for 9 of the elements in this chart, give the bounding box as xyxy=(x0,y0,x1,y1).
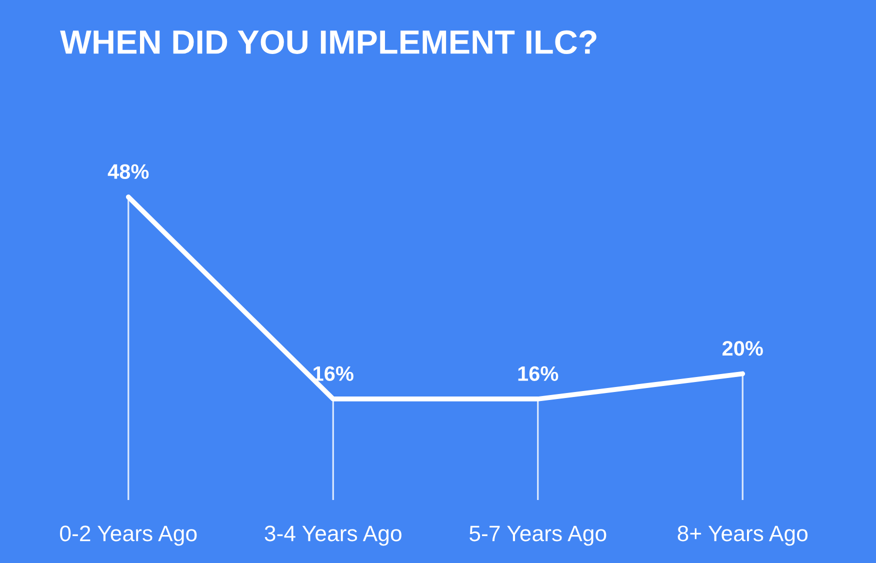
x-tick-label: 0-2 Years Ago xyxy=(60,526,197,546)
data-label: 48% xyxy=(108,164,149,179)
data-label: 16% xyxy=(314,366,354,381)
x-tick-label: 3-4 Years Ago xyxy=(264,526,402,546)
data-label: 20% xyxy=(722,340,763,356)
data-label: 16% xyxy=(518,366,558,381)
x-tick-label: 5-7 Years Ago xyxy=(470,526,606,546)
chart-title: WHEN DID YOU IMPLEMENT ILC? xyxy=(60,30,596,54)
x-tick-label: 8+ Years Ago xyxy=(678,526,808,546)
